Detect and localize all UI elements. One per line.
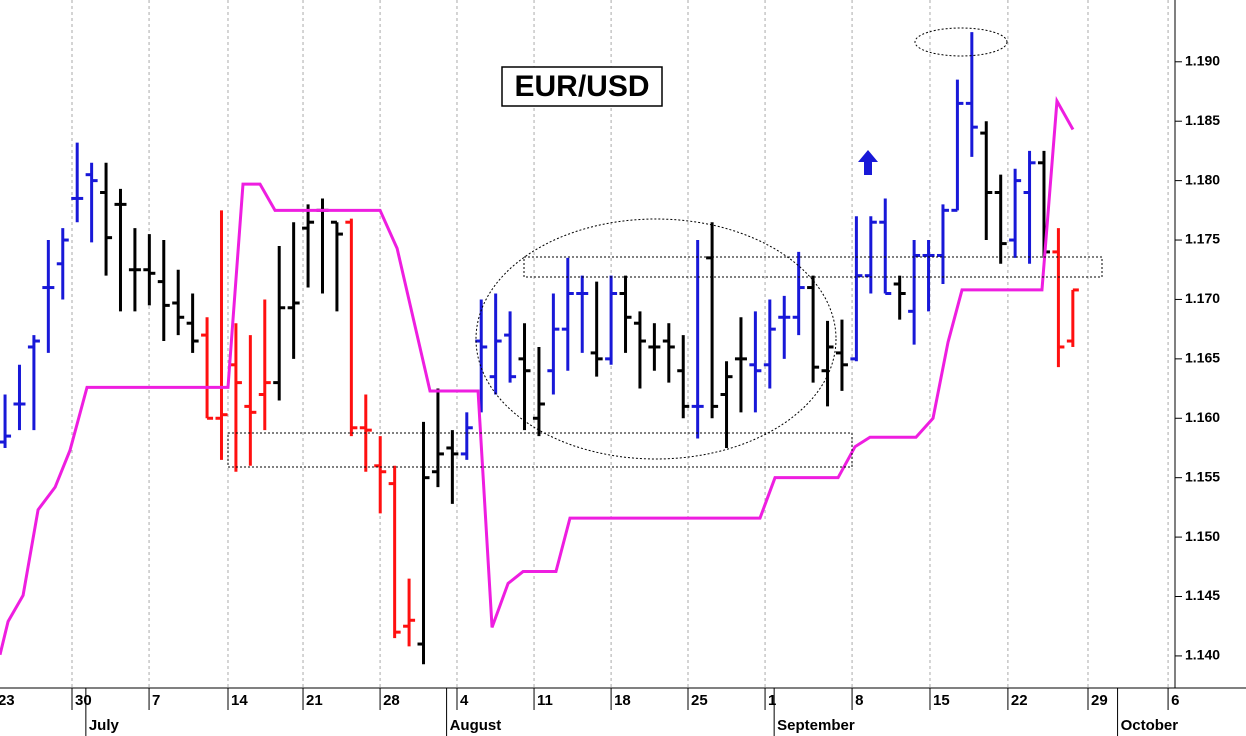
chart-title: EUR/USD: [514, 70, 649, 103]
y-tick-label: 1.140: [1185, 647, 1220, 663]
y-tick-label: 1.190: [1185, 52, 1220, 68]
plot-area: [0, 32, 1079, 665]
resistance-zone: [523, 256, 1103, 278]
month-label: August: [450, 717, 502, 734]
y-tick-label: 1.145: [1185, 587, 1220, 603]
axes: 1.140 1.145 1.150 1.155 1.160 1.165 1.170 1.175…: [0, 52, 1220, 736]
peak-ellipse: [914, 27, 1008, 57]
x-tick-label: 22: [1011, 692, 1028, 709]
x-tick-label: 18: [614, 692, 631, 709]
annotations: [227, 27, 1103, 468]
x-tick-label: 4: [460, 692, 469, 709]
x-tick-label: 23: [0, 692, 15, 709]
y-tick-label: 1.160: [1185, 409, 1220, 425]
y-tick-label: 1.180: [1185, 171, 1220, 187]
indicator-line: [0, 95, 1075, 656]
x-tick-label: 28: [383, 692, 400, 709]
month-label: October: [1121, 717, 1179, 734]
up-arrow: [858, 150, 878, 175]
x-tick-label: 25: [691, 692, 708, 709]
x-tick-label: 15: [933, 692, 950, 709]
y-tick-label: 1.150: [1185, 528, 1220, 544]
x-tick-label: 21: [306, 692, 323, 709]
y-tick-label: 1.170: [1185, 290, 1220, 306]
x-tick-label: 14: [231, 692, 248, 709]
y-tick-label: 1.185: [1185, 112, 1220, 128]
x-tick-label: 6: [1171, 692, 1179, 709]
title-box: [501, 66, 663, 107]
x-tick-label: 1: [768, 692, 776, 709]
y-tick-label: 1.155: [1185, 468, 1220, 484]
month-label: September: [777, 717, 855, 734]
support-zone: [227, 432, 853, 468]
range-ellipse: [475, 218, 837, 460]
x-tick-label: 29: [1091, 692, 1108, 709]
y-tick-label: 1.175: [1185, 231, 1220, 247]
x-tick-label: 11: [537, 692, 553, 709]
x-tick-label: 30: [75, 692, 92, 709]
y-tick-label: 1.165: [1185, 350, 1220, 366]
month-label: July: [89, 717, 120, 734]
x-tick-label: 8: [855, 692, 863, 709]
x-tick-label: 7: [152, 692, 160, 709]
